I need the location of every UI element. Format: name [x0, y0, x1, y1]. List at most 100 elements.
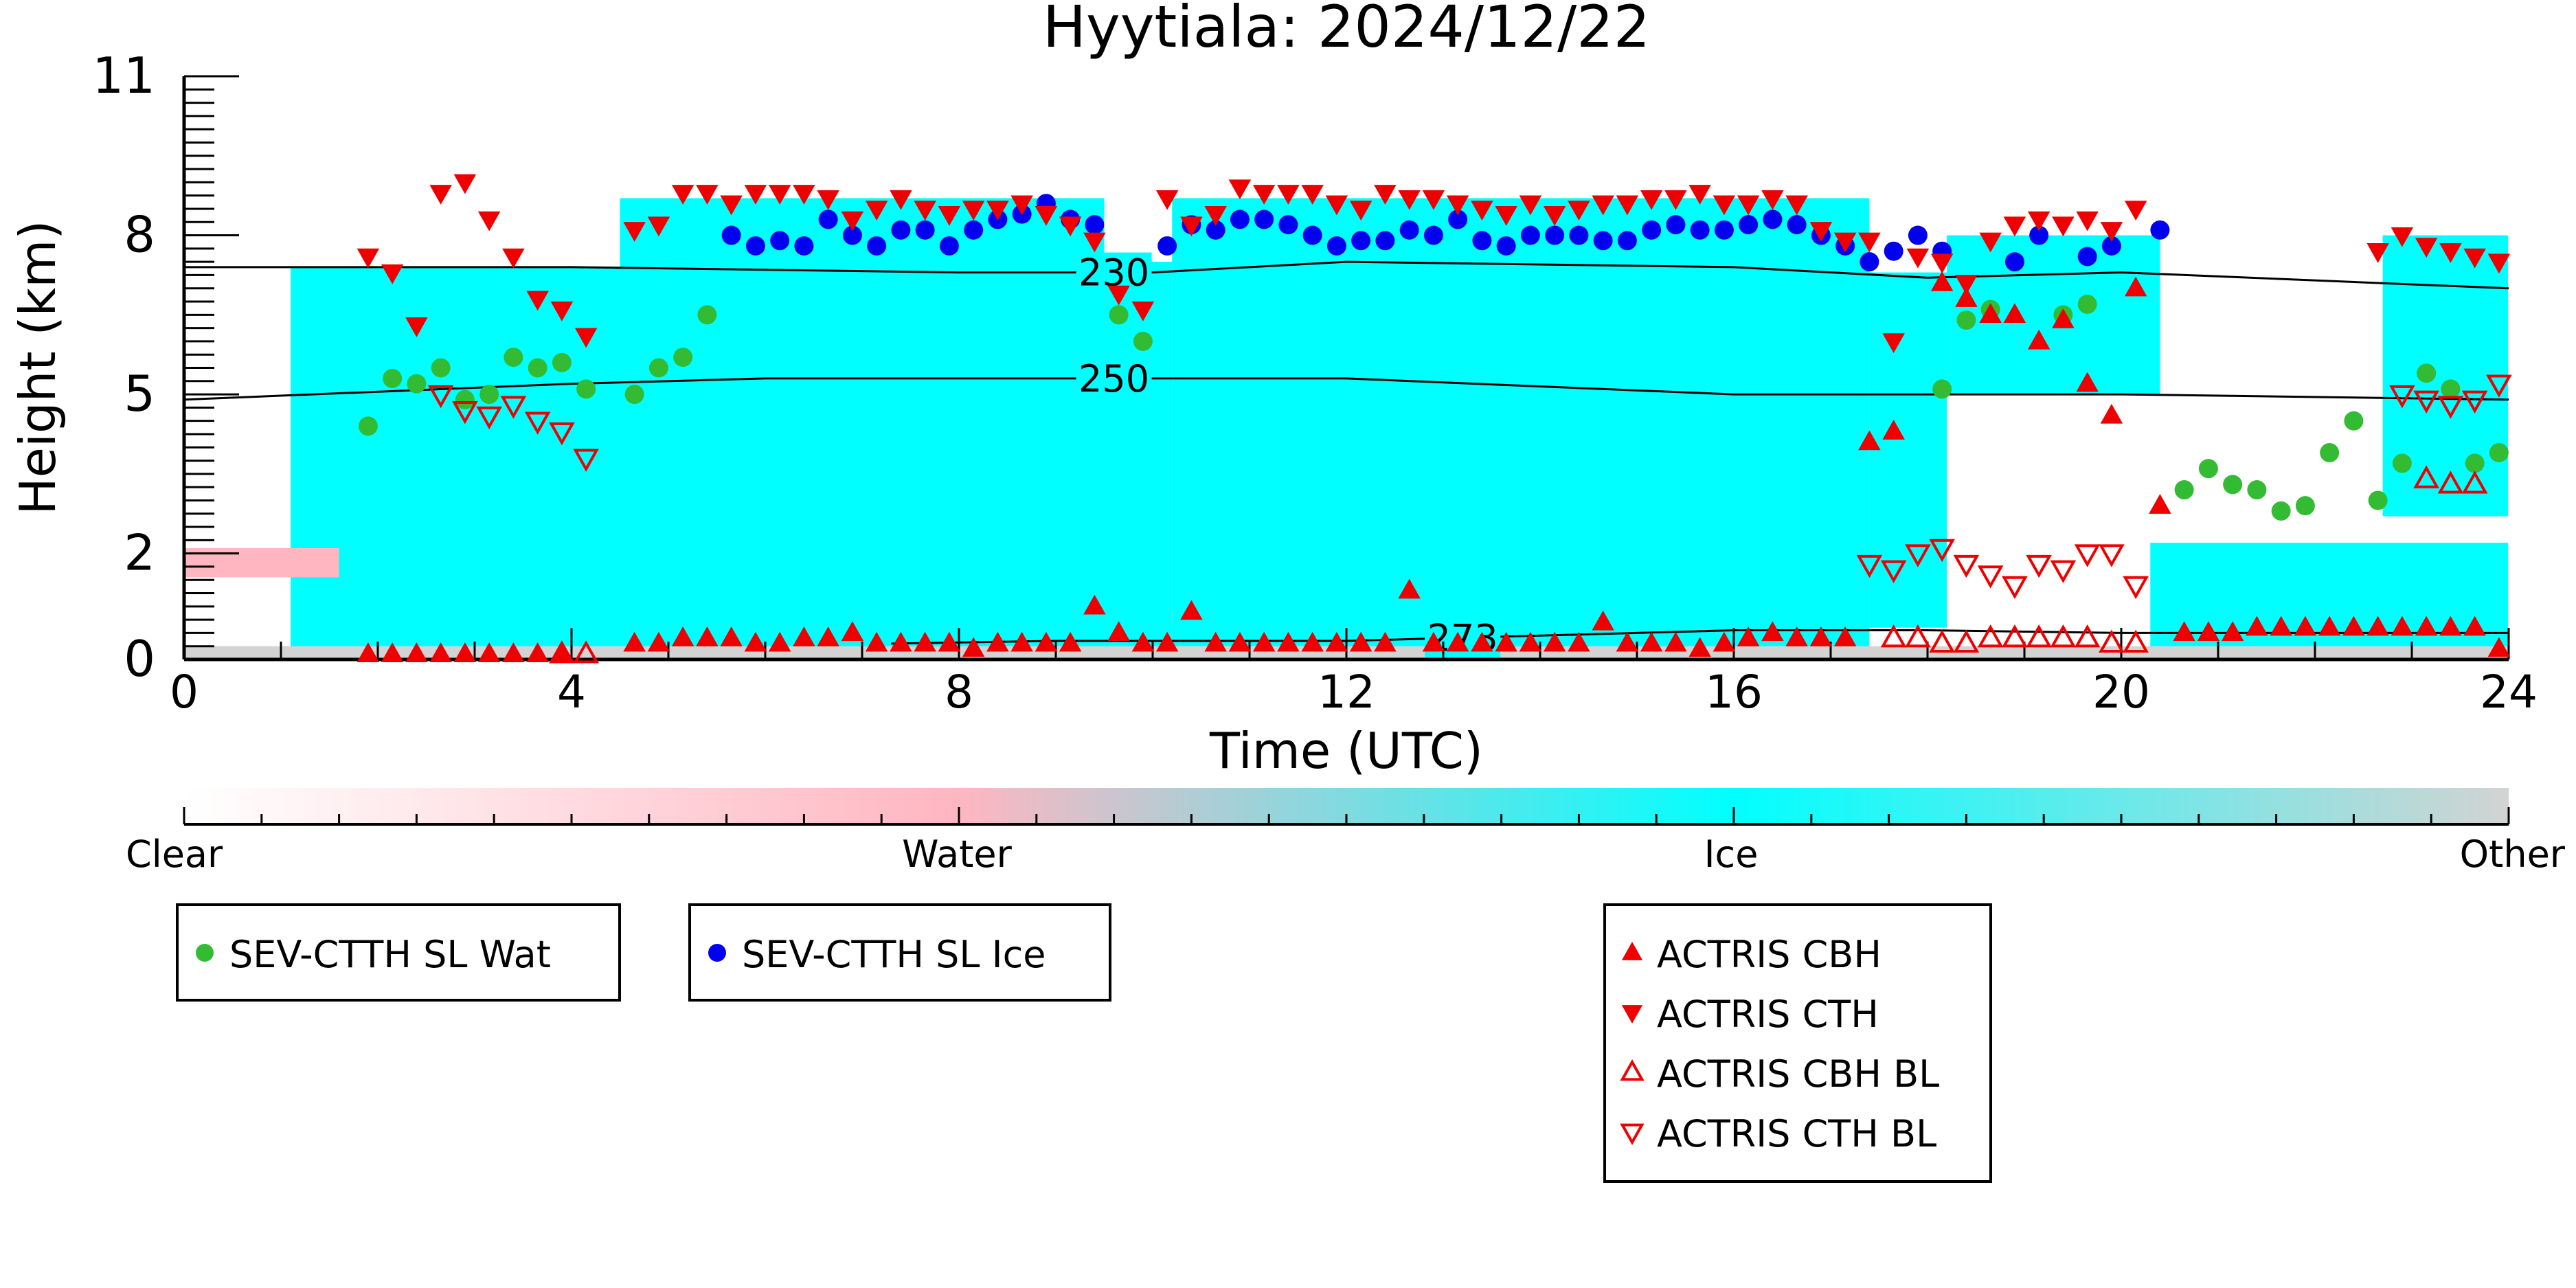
data-point [2487, 253, 2511, 274]
data-point [1930, 253, 1954, 274]
ice-region [1104, 262, 1173, 649]
data-point [1932, 379, 1952, 399]
data-point [745, 236, 765, 256]
data-point [1713, 631, 1736, 652]
data-point [1761, 621, 1784, 642]
data-point [1252, 631, 1276, 652]
data-point [1374, 185, 1397, 205]
data-point [623, 631, 646, 652]
x-tick-label: 4 [557, 666, 586, 719]
data-point [1882, 333, 1905, 354]
data-point [500, 396, 527, 419]
data-point [2366, 615, 2389, 636]
y-axis-label: Height (km) [9, 221, 67, 515]
data-point [1399, 220, 1419, 240]
data-point [576, 379, 596, 399]
data-point [2489, 442, 2509, 462]
data-point [648, 358, 668, 378]
data-point [1543, 205, 1566, 226]
legend-entry: ACTRIS CBH BL [1620, 1052, 1939, 1096]
data-point [1785, 626, 1808, 646]
data-point [2052, 308, 2075, 328]
data-point [502, 248, 525, 269]
data-point [502, 642, 525, 662]
legend: SEV-CTTH SL Wat SEV-CTTH SL Ice ACTRIS CBH… [176, 903, 1992, 1183]
data-point [455, 389, 475, 409]
ice-region [620, 198, 1105, 649]
data-point [2486, 374, 2512, 398]
data-point [2461, 471, 2488, 494]
legend-frame [176, 903, 621, 1002]
data-point [526, 642, 549, 662]
data-point [453, 174, 477, 194]
data-point [1714, 220, 1734, 240]
data-point [1059, 216, 1082, 237]
data-point [2270, 615, 2292, 636]
data-point [2077, 247, 2097, 267]
data-point [1953, 554, 1980, 578]
data-point [818, 210, 838, 229]
data-point [1155, 190, 1179, 210]
data-point [1905, 624, 1931, 648]
data-point [1423, 225, 1443, 245]
data-point [842, 225, 862, 245]
data-point [1640, 631, 1663, 652]
data-point [1956, 310, 1976, 330]
data-point [1642, 220, 1662, 240]
data-point [453, 642, 477, 662]
data-point [744, 631, 767, 652]
data-point [1569, 225, 1589, 245]
y-tick-label: 11 [92, 47, 155, 104]
data-point [2294, 615, 2317, 636]
data-point [2026, 624, 2052, 648]
data-point [1109, 305, 1129, 325]
data-point [1955, 275, 1978, 295]
contour-line-230 [184, 260, 2509, 290]
legend-entry: ACTRIS CBH [1621, 933, 1882, 976]
data-point [696, 185, 719, 205]
legend-frame [1603, 903, 1992, 1183]
data-point [2415, 238, 2438, 258]
data-point [429, 642, 452, 662]
legend-label: ACTRIS CTH [1657, 993, 1879, 1036]
data-point [2441, 379, 2461, 399]
data-point [2027, 211, 2050, 231]
data-point [915, 220, 935, 240]
data-point [1375, 231, 1395, 251]
data-point [2415, 615, 2438, 636]
data-point [817, 190, 839, 210]
contour-label: 250 [1078, 357, 1149, 400]
data-point [2150, 220, 2170, 240]
data-point [1471, 631, 1493, 652]
legend-entry: SEV-CTTH SL Wat [196, 933, 551, 976]
data-point [1035, 205, 1058, 226]
data-point [768, 185, 791, 205]
data-point [2123, 576, 2149, 600]
legend-box: ACTRIS CBH ACTRIS CTH ACTRIS CBH BL ACTRIS … [1603, 903, 1992, 1183]
data-point [794, 236, 814, 256]
data-point [2074, 544, 2101, 567]
data-point [2437, 471, 2464, 494]
data-point [1833, 626, 1857, 646]
data-point [939, 236, 959, 256]
data-point [1640, 190, 1663, 210]
legend-marker [708, 944, 726, 962]
data-point [1905, 544, 1931, 567]
data-point [2149, 494, 2171, 514]
contour-label: 273 [1427, 616, 1498, 659]
data-point [697, 305, 717, 325]
data-point [1616, 195, 1639, 216]
data-point [1374, 631, 1397, 652]
data-point [2029, 225, 2049, 245]
legend-marker [1620, 1123, 1645, 1146]
data-point [2366, 243, 2389, 263]
data-point [2439, 615, 2462, 636]
chart-title: Hyytiala: 2024/12/22 [1043, 0, 1650, 60]
data-point [938, 205, 961, 226]
data-point [1592, 195, 1614, 216]
data-point [1010, 631, 1033, 652]
data-point [2074, 624, 2101, 648]
data-point [358, 416, 378, 436]
data-point [1472, 231, 1492, 251]
